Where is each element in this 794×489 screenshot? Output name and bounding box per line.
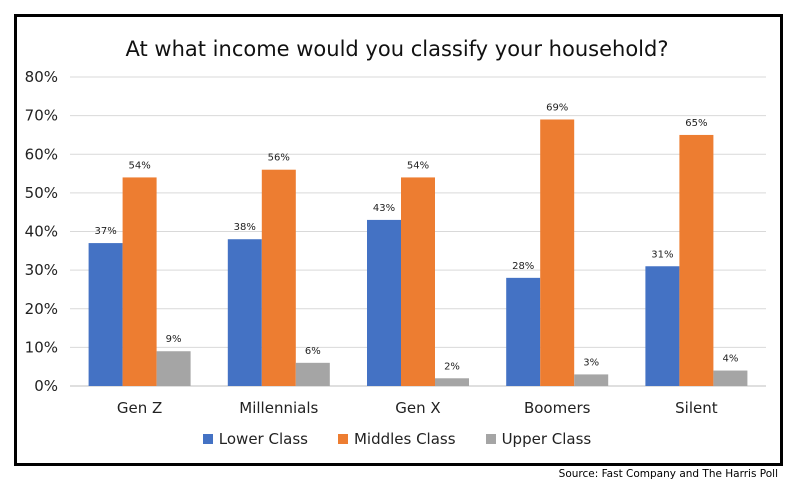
legend-label-middle: Middles Class — [353, 430, 456, 448]
x-tick-label: Gen Z — [117, 399, 162, 417]
bar — [122, 177, 157, 386]
bar — [540, 119, 575, 387]
data-label: 54% — [128, 160, 150, 171]
data-label: 6% — [305, 346, 321, 357]
y-axis: 0% 10% 20% 30% 40% 50% 60% 70% 80% — [25, 68, 58, 395]
data-label: 31% — [651, 249, 673, 260]
data-label: 28% — [512, 261, 534, 272]
data-label: 4% — [722, 354, 738, 365]
bars: 37% 54% 9% 38% 56% 6% 43% 54% 2% 28% 69% 3% 31% 65% 4% — [88, 102, 748, 387]
legend-item-lower: Lower Class — [202, 430, 308, 448]
data-label: 3% — [583, 357, 599, 368]
y-tick-label: 40% — [25, 223, 58, 241]
y-tick-label: 0% — [34, 377, 58, 395]
data-label: 54% — [407, 160, 429, 171]
x-tick-label: Boomers — [524, 399, 591, 417]
data-label: 43% — [373, 203, 395, 214]
bar — [88, 243, 123, 386]
bar — [506, 277, 541, 386]
y-tick-label: 10% — [25, 338, 58, 356]
bar — [261, 169, 296, 386]
legend-label-upper: Upper Class — [501, 430, 592, 448]
y-tick-label: 30% — [25, 261, 58, 279]
bar — [401, 177, 435, 386]
y-tick-label: 20% — [25, 300, 58, 318]
data-label: 69% — [546, 102, 568, 113]
legend-item-middle: Middles Class — [337, 430, 456, 448]
data-label: 56% — [268, 153, 290, 164]
data-label: 65% — [685, 118, 707, 129]
bar — [367, 219, 401, 386]
chart-title: At what income would you classify your h… — [126, 37, 669, 61]
data-label: 37% — [94, 226, 116, 237]
bar — [645, 266, 680, 386]
data-label: 38% — [234, 222, 256, 233]
y-tick-label: 60% — [25, 145, 58, 163]
y-tick-label: 70% — [25, 107, 58, 125]
x-tick-label: Millennials — [239, 399, 318, 417]
data-label: 2% — [444, 361, 460, 372]
legend-swatch-upper — [485, 434, 496, 444]
legend-swatch-lower — [202, 434, 213, 444]
bar — [227, 239, 262, 386]
legend-swatch-middle — [337, 434, 348, 444]
bar — [574, 374, 609, 386]
legend: Lower Class Middles Class Upper Class — [0, 430, 794, 448]
bar — [295, 362, 330, 386]
legend-label-lower: Lower Class — [218, 430, 308, 448]
bar — [713, 370, 748, 386]
legend-item-upper: Upper Class — [485, 430, 592, 448]
source-note: Source: Fast Company and The Harris Poll — [558, 468, 778, 480]
x-axis: Gen Z Millennials Gen X Boomers Silent — [117, 399, 718, 417]
data-label: 9% — [166, 334, 182, 345]
y-tick-label: 50% — [25, 184, 58, 202]
bar — [435, 378, 469, 386]
x-tick-label: Gen X — [395, 399, 440, 417]
bar — [156, 351, 191, 386]
bar — [679, 134, 714, 386]
x-tick-label: Silent — [675, 399, 718, 417]
y-tick-label: 80% — [25, 68, 58, 86]
